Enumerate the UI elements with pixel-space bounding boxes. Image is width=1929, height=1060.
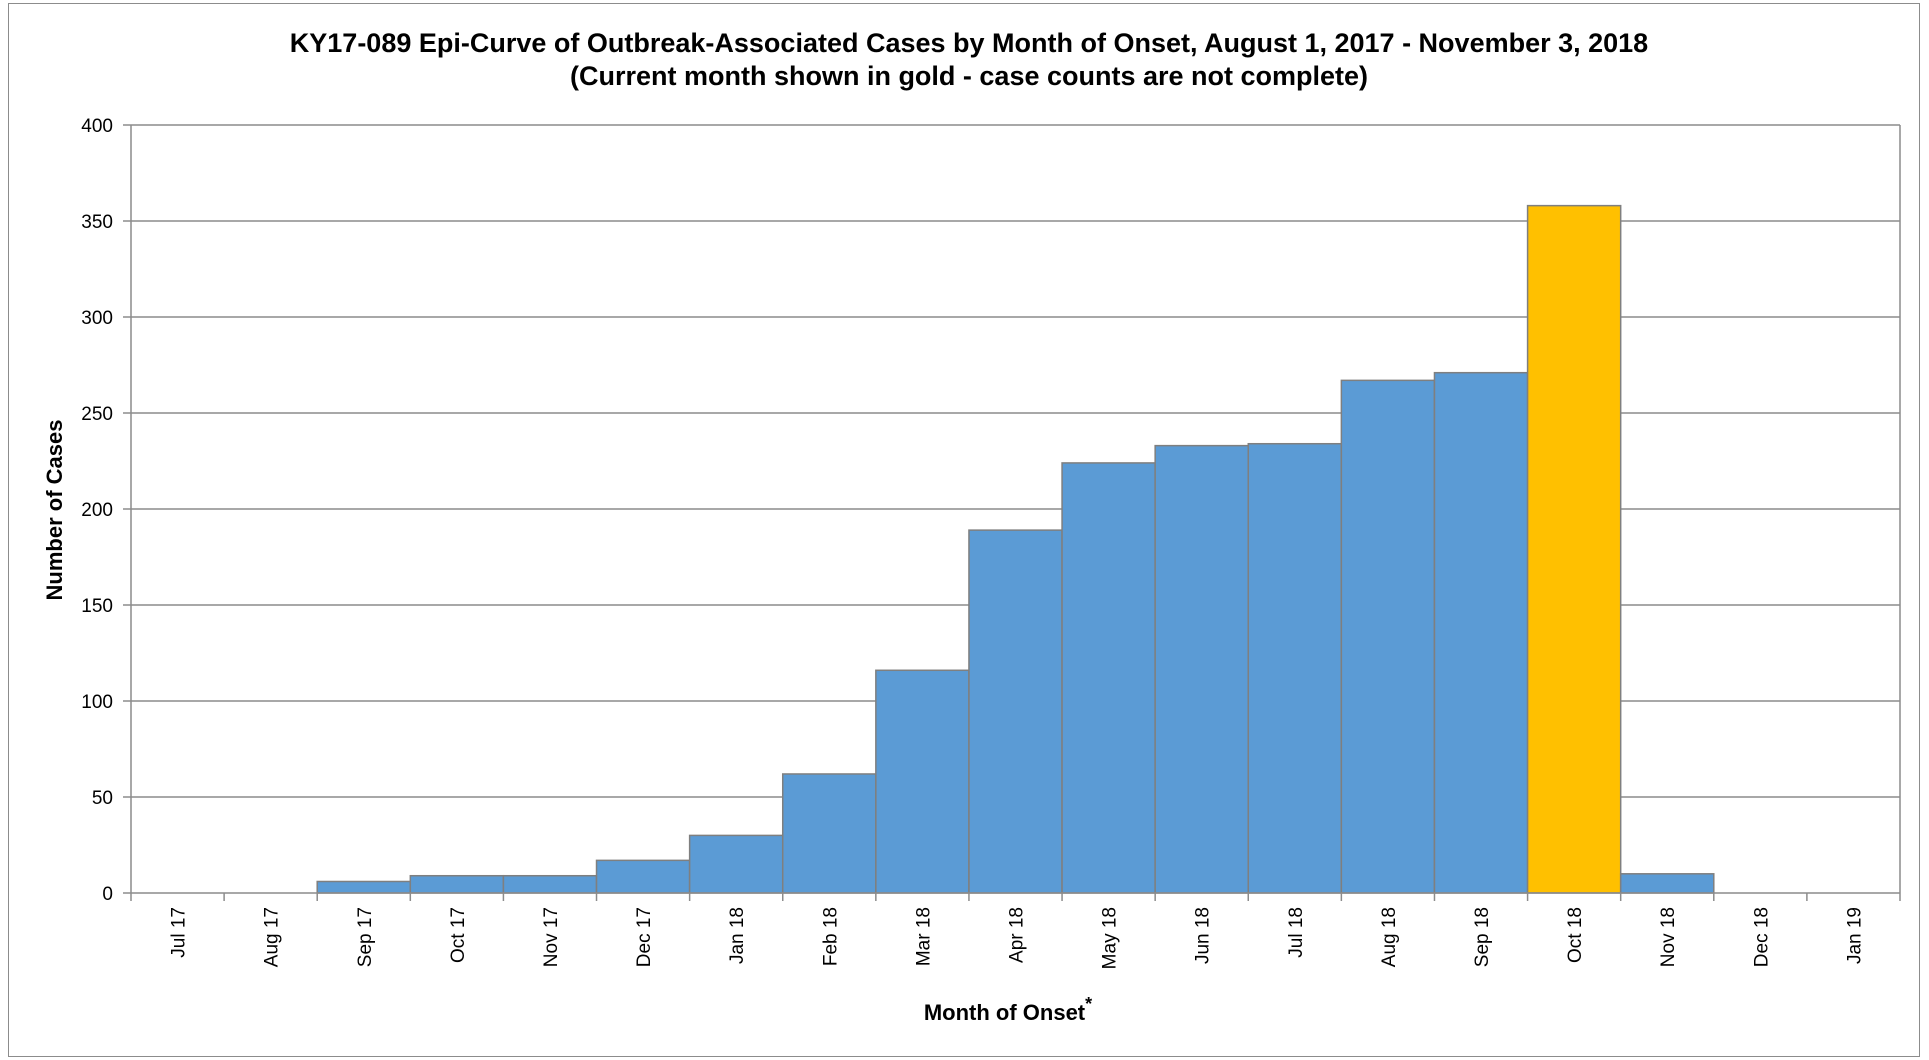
x-tick-label: Mar 18 bbox=[913, 907, 934, 966]
bar-aug-18 bbox=[1340, 379, 1436, 894]
x-tick-label: Apr 18 bbox=[1007, 907, 1028, 963]
bar-jun-18 bbox=[1154, 444, 1250, 894]
chart-title: KY17-089 Epi-Curve of Outbreak-Associate… bbox=[290, 28, 1648, 58]
x-tick-label: Nov 17 bbox=[541, 907, 562, 967]
x-tick-label: May 18 bbox=[1100, 907, 1121, 969]
x-tick-label: Dec 17 bbox=[634, 907, 655, 967]
x-tick-label: Feb 18 bbox=[820, 907, 841, 966]
x-tick-label: Sep 18 bbox=[1472, 907, 1493, 967]
x-tick-label: Jun 18 bbox=[1193, 907, 1214, 964]
bar-jan-18 bbox=[688, 834, 784, 894]
bar-sep-17 bbox=[316, 880, 412, 894]
y-axis-title: Number of Cases bbox=[42, 420, 67, 601]
x-axis-ticks: Jul 17 Aug 17 Sep 17 Oct 17 Nov 17 Dec 17 Jan … bbox=[130, 893, 1901, 969]
x-tick-label: Jan 18 bbox=[727, 907, 748, 964]
y-tick-label: 350 bbox=[81, 212, 113, 233]
x-tick-label: Jul 17 bbox=[169, 907, 190, 958]
bars bbox=[316, 204, 1715, 894]
y-tick-label: 150 bbox=[81, 596, 113, 617]
bar-jul-18 bbox=[1247, 442, 1343, 894]
y-tick-label: 250 bbox=[81, 404, 113, 425]
bar-nov-18 bbox=[1619, 873, 1715, 894]
bar-sep-18 bbox=[1433, 371, 1529, 894]
chart-subtitle: (Current month shown in gold - case coun… bbox=[570, 61, 1368, 91]
bar-nov-17 bbox=[502, 874, 598, 894]
x-axis-title-text: Month of Onset bbox=[924, 1000, 1086, 1025]
x-tick-label: Dec 18 bbox=[1751, 907, 1772, 967]
bar-mar-18 bbox=[875, 669, 970, 894]
bar-feb-18 bbox=[781, 773, 877, 894]
bar-dec-17 bbox=[595, 859, 691, 894]
x-tick-label: Oct 18 bbox=[1565, 907, 1586, 963]
y-tick-label: 0 bbox=[102, 884, 113, 905]
bar-may-18 bbox=[1061, 462, 1156, 894]
y-tick-label: 400 bbox=[81, 116, 113, 137]
bar-oct-17 bbox=[409, 874, 505, 894]
x-tick-label: Aug 18 bbox=[1379, 907, 1400, 967]
y-axis-ticks: 0 50 100 150 200 250 300 350 400 bbox=[81, 116, 131, 905]
x-tick-label: Sep 17 bbox=[355, 907, 376, 967]
x-tick-label: Oct 17 bbox=[448, 907, 469, 963]
axes bbox=[130, 125, 1901, 894]
x-tick-label: Jul 18 bbox=[1286, 907, 1307, 958]
y-tick-label: 100 bbox=[81, 692, 113, 713]
bar-apr-18 bbox=[968, 529, 1063, 894]
x-tick-label: Nov 18 bbox=[1658, 907, 1679, 967]
x-axis-title-note: * bbox=[1085, 994, 1092, 1014]
y-tick-label: 200 bbox=[81, 500, 113, 521]
bar-oct-18 bbox=[1526, 204, 1622, 894]
y-tick-label: 300 bbox=[81, 308, 113, 329]
x-axis-title: Month of Onset* bbox=[924, 994, 1092, 1025]
x-tick-label: Jan 19 bbox=[1844, 907, 1865, 964]
x-tick-label: Aug 17 bbox=[262, 907, 283, 967]
y-tick-label: 50 bbox=[92, 788, 113, 809]
